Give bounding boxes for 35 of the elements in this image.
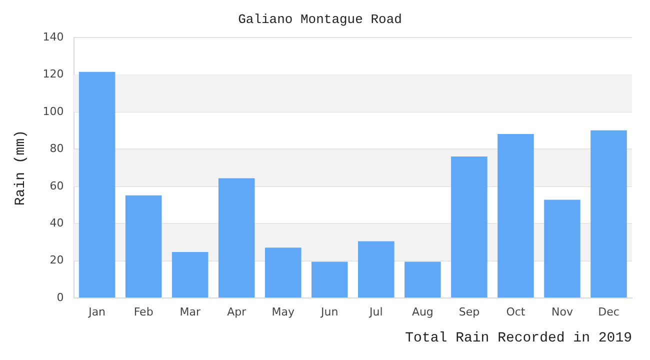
y-axis-title: Rain (mm) xyxy=(13,130,30,206)
bar xyxy=(172,252,208,298)
x-tick-label: Mar xyxy=(180,305,201,318)
x-tick-label: Jan xyxy=(88,305,106,318)
bar xyxy=(125,195,162,298)
chart-title: Galiano Montague Road xyxy=(238,12,402,28)
x-tick-label: Feb xyxy=(134,305,154,318)
bar xyxy=(358,241,394,298)
bar xyxy=(498,134,534,298)
x-tick-label: Sep xyxy=(458,305,480,318)
x-tick-label: Jun xyxy=(320,305,338,318)
y-tick-label: 120 xyxy=(42,68,64,81)
bar xyxy=(312,262,348,298)
y-tick-label: 140 xyxy=(42,30,64,44)
bar xyxy=(218,178,255,298)
x-tick-label: Dec xyxy=(598,305,620,318)
bar xyxy=(451,156,488,298)
y-tick-label: 20 xyxy=(50,254,64,267)
x-tick-label: Apr xyxy=(227,305,247,318)
y-tick-label: 80 xyxy=(50,142,64,156)
x-axis-title: Total Rain Recorded in 2019 xyxy=(405,330,632,346)
x-tick-label: Aug xyxy=(412,305,434,318)
bar xyxy=(404,262,441,298)
x-tick-label: May xyxy=(272,305,295,318)
bar xyxy=(264,248,302,298)
bar xyxy=(590,130,627,298)
x-tick-label: Nov xyxy=(551,305,574,318)
x-tick-label: Jul xyxy=(368,305,383,318)
y-tick-label: 100 xyxy=(42,104,64,118)
y-tick-label: 0 xyxy=(56,290,64,304)
bar xyxy=(78,72,116,298)
x-tick-label: Oct xyxy=(506,305,526,318)
y-tick-label: 60 xyxy=(50,179,64,192)
y-tick-label: 40 xyxy=(50,216,64,230)
bar xyxy=(544,200,580,298)
